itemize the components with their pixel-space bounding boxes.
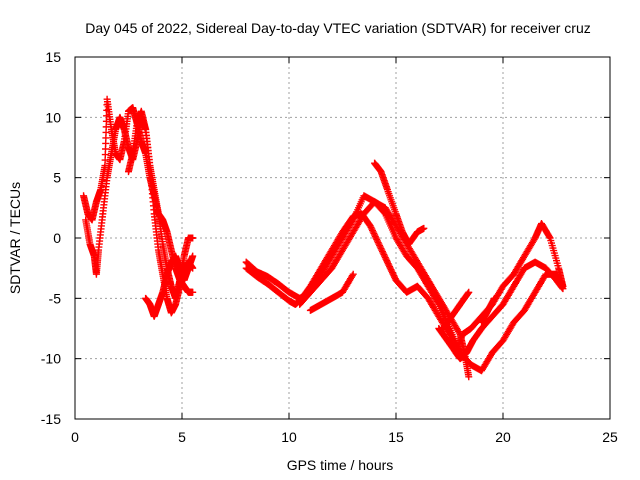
x-tick-labels: 0 5 10 15 20 25 — [71, 429, 618, 445]
data-point — [189, 288, 197, 296]
y-tick-label: 5 — [53, 170, 61, 186]
x-tick-label: 25 — [602, 429, 618, 445]
data-point — [490, 294, 498, 302]
x-axis-label: GPS time / hours — [287, 457, 394, 473]
y-tick-label: 15 — [45, 49, 61, 65]
series-arc-k — [439, 288, 473, 332]
data-point — [464, 289, 472, 297]
y-tick-label: -15 — [41, 411, 61, 427]
data-point — [189, 234, 197, 242]
data-point — [465, 373, 473, 381]
y-tick-label: 0 — [53, 230, 61, 246]
series-arc-h — [306, 270, 357, 314]
series-arc-c — [125, 107, 197, 302]
data-point — [348, 272, 356, 280]
y-tick-label: 10 — [45, 109, 61, 125]
data-marks — [80, 95, 567, 381]
x-tick-label: 5 — [178, 429, 186, 445]
data-point — [349, 270, 357, 278]
axis-ticks — [74, 56, 611, 420]
data-point — [348, 217, 356, 225]
data-point — [465, 288, 473, 296]
x-tick-label: 10 — [281, 429, 297, 445]
data-point — [420, 224, 428, 232]
y-tick-labels: 15 10 5 0 -5 -10 -15 — [41, 49, 61, 427]
y-tick-label: -5 — [49, 290, 62, 306]
series-arc-d — [142, 252, 197, 320]
series-arc-j — [435, 220, 567, 357]
chart-title: Day 045 of 2022, Sidereal Day-to-day VTE… — [85, 20, 591, 36]
x-tick-label: 20 — [495, 429, 511, 445]
y-axis-label: SDTVAR / TECUs — [7, 182, 23, 294]
series-arc-i — [371, 159, 428, 248]
data-point — [545, 233, 553, 241]
data-point — [559, 282, 567, 290]
series-arc-e — [242, 210, 567, 363]
y-tick-label: -10 — [41, 351, 61, 367]
data-point — [189, 252, 197, 260]
series-arc-g — [296, 198, 473, 381]
series-arc-l — [478, 294, 498, 326]
x-tick-label: 0 — [71, 429, 79, 445]
x-tick-label: 15 — [388, 429, 404, 445]
